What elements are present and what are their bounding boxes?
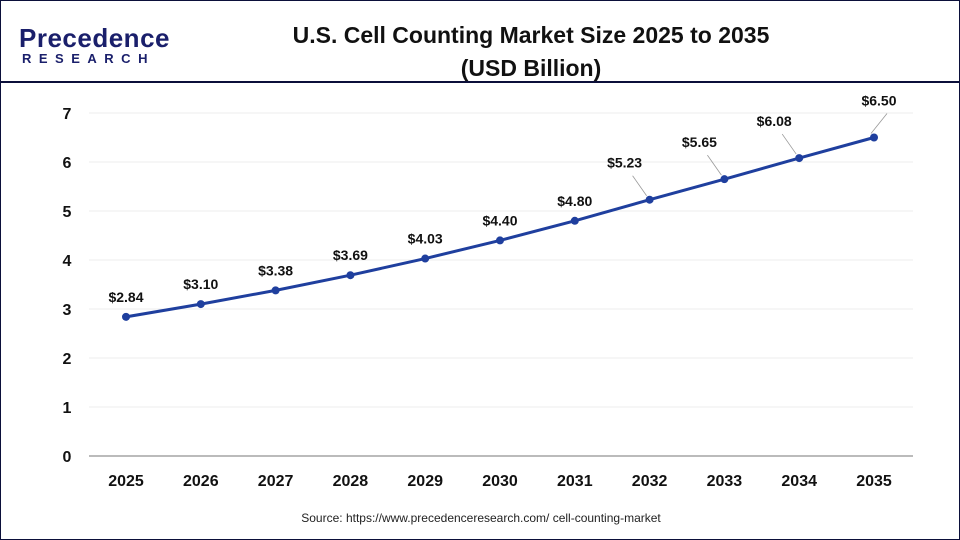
- data-point: [870, 133, 878, 142]
- data-point: [496, 236, 504, 245]
- data-point: [122, 312, 130, 321]
- logo-line2: RESEARCH: [22, 51, 155, 66]
- y-tick-label: 3: [63, 302, 72, 319]
- data-label: $3.69: [333, 247, 368, 263]
- x-tick-label: 2025: [108, 473, 144, 490]
- data-point: [795, 154, 804, 163]
- y-tick-label: 6: [63, 155, 72, 172]
- x-tick-label: 2029: [407, 473, 443, 490]
- data-label: $3.38: [258, 262, 293, 278]
- data-label: $4.03: [408, 231, 443, 247]
- x-tick-label: 2032: [632, 473, 668, 490]
- data-point: [645, 195, 654, 204]
- data-label: $5.23: [607, 155, 642, 171]
- data-label-leader: [781, 133, 797, 155]
- data-label: $6.08: [757, 113, 792, 129]
- data-label-leader: [707, 154, 722, 176]
- x-tick-label: 2035: [856, 473, 892, 490]
- y-tick-label: 4: [63, 253, 72, 270]
- data-label: $6.50: [861, 93, 896, 109]
- x-tick-label: 2027: [258, 473, 294, 490]
- x-tick-label: 2034: [781, 473, 817, 490]
- x-tick-label: 2026: [183, 473, 219, 490]
- data-point: [346, 271, 355, 280]
- data-point: [196, 300, 205, 309]
- data-label: $4.40: [482, 212, 517, 228]
- data-label: $5.65: [682, 134, 717, 150]
- y-tick-label: 2: [63, 351, 72, 368]
- x-tick-label: 2028: [333, 473, 369, 490]
- data-point: [570, 216, 579, 225]
- x-tick-label: 2033: [707, 473, 743, 490]
- precedence-research-logo: Precedence RESEARCH: [19, 23, 170, 66]
- data-point: [271, 286, 280, 295]
- y-tick-label: 0: [63, 449, 72, 466]
- source-note: Source: https://www.precedenceresearch.c…: [301, 511, 661, 525]
- data-label-leader: [870, 113, 888, 134]
- data-label: $3.10: [183, 276, 218, 292]
- data-label: $2.84: [108, 289, 143, 305]
- header-divider: [1, 81, 959, 83]
- data-point: [720, 175, 729, 184]
- x-tick-label: 2030: [482, 473, 518, 490]
- x-tick-label: 2031: [557, 473, 593, 490]
- title-line2: (USD Billion): [460, 55, 602, 81]
- data-label-leader: [632, 175, 647, 196]
- y-tick-label: 5: [63, 204, 72, 221]
- data-label: $4.80: [557, 193, 592, 209]
- y-tick-label: 1: [63, 400, 72, 417]
- data-point: [421, 254, 430, 263]
- y-tick-label: 7: [63, 106, 72, 123]
- chart-title: U.S. Cell Counting Market Size 2025 to 2…: [231, 19, 831, 85]
- title-line1: U.S. Cell Counting Market Size 2025 to 2…: [292, 22, 770, 48]
- logo-line1: Precedence: [19, 23, 170, 53]
